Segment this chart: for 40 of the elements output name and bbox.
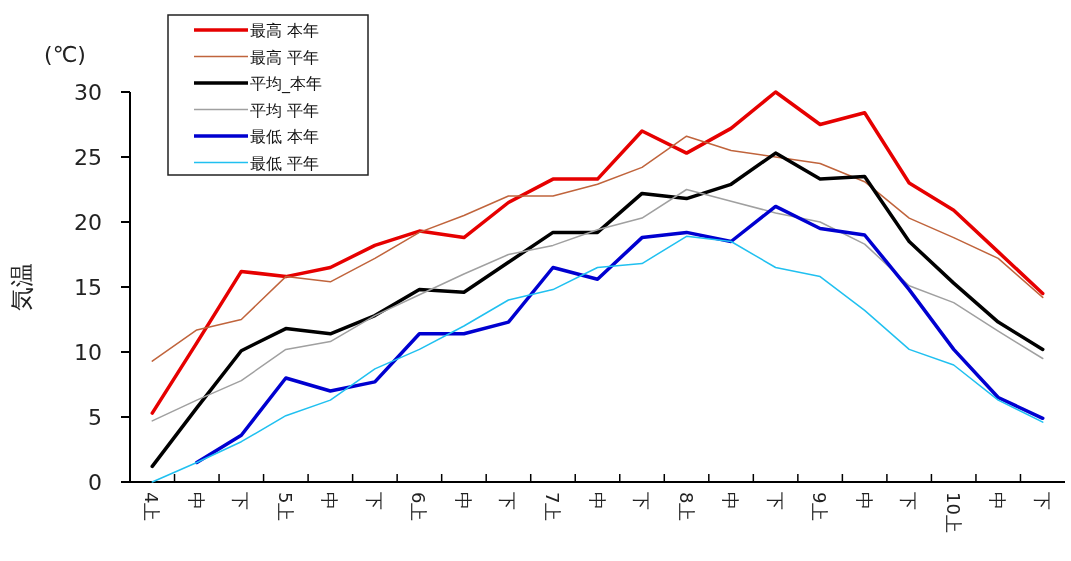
x-tick-label: 10上	[942, 492, 964, 533]
x-tick-label: 下	[230, 492, 252, 510]
x-tick-label: 中	[586, 492, 608, 510]
x-tick-label: 4上	[141, 492, 163, 522]
y-tick-label: 25	[74, 145, 102, 170]
legend-label: 平均_本年	[250, 74, 322, 94]
x-tick-label: 中	[720, 492, 742, 510]
text: (℃)	[44, 42, 86, 67]
x-tick-label: 下	[497, 492, 519, 510]
legend-label: 最高 平年	[250, 47, 320, 67]
x-tick-label: 下	[631, 492, 653, 510]
x-tick-label: 中	[319, 492, 341, 510]
y-tick-label: 0	[88, 470, 102, 495]
x-tick-label: 下	[1031, 492, 1053, 510]
x-tick-label: 5上	[274, 492, 296, 522]
x-tick-label: 中	[452, 492, 474, 510]
x-tick-label: 7上	[541, 492, 563, 522]
y-axis-title: 気温	[8, 263, 36, 311]
x-tick-label: 6上	[408, 492, 430, 522]
legend-label: 最低 本年	[250, 127, 320, 146]
legend-label: 平均 平年	[250, 100, 320, 120]
line-series	[151, 188, 1044, 422]
x-tick-label: 下	[898, 492, 920, 510]
line-series	[195, 204, 1045, 465]
x-tick-label: 中	[853, 492, 875, 510]
y-tick-label: 15	[74, 275, 102, 300]
x-tick-label: 中	[987, 492, 1009, 510]
x-tick-label: 中	[185, 492, 207, 510]
legend-label: 最高 本年	[250, 21, 320, 40]
legend-label: 最低 平年	[250, 153, 320, 173]
line-series	[150, 151, 1045, 469]
x-tick-label: 9上	[809, 492, 831, 522]
y-tick-label: 10	[74, 340, 102, 365]
x-tick-label: 8上	[675, 492, 697, 522]
line-series	[151, 235, 1044, 483]
y-tick-label: 30	[74, 80, 102, 105]
x-tick-label: 下	[764, 492, 786, 510]
y-tick-label: 5	[88, 405, 102, 430]
x-tick-label: 下	[363, 492, 385, 510]
y-tick-label: 20	[74, 210, 102, 235]
